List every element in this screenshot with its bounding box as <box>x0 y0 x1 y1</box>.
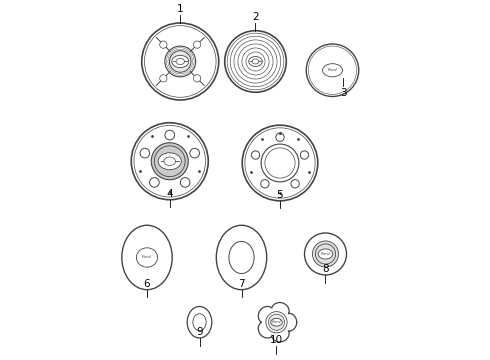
Ellipse shape <box>160 75 167 82</box>
Ellipse shape <box>242 48 269 75</box>
Text: 2: 2 <box>252 12 259 22</box>
Text: 7: 7 <box>238 279 245 289</box>
Ellipse shape <box>252 59 259 64</box>
Ellipse shape <box>131 123 208 200</box>
Ellipse shape <box>136 248 158 267</box>
Text: Ford: Ford <box>142 256 152 260</box>
Text: 3: 3 <box>340 88 346 98</box>
Ellipse shape <box>270 318 282 326</box>
Ellipse shape <box>193 314 206 331</box>
Ellipse shape <box>318 249 333 259</box>
Text: 8: 8 <box>322 264 329 274</box>
Ellipse shape <box>194 41 201 48</box>
Ellipse shape <box>229 241 254 274</box>
Ellipse shape <box>165 46 196 77</box>
Ellipse shape <box>249 57 262 66</box>
Ellipse shape <box>168 49 193 74</box>
Text: 10: 10 <box>270 335 283 345</box>
Text: Ford: Ford <box>271 320 281 324</box>
Ellipse shape <box>194 75 201 82</box>
Ellipse shape <box>304 233 346 275</box>
Ellipse shape <box>149 177 159 187</box>
Ellipse shape <box>246 52 265 71</box>
Ellipse shape <box>140 148 149 158</box>
Text: 4: 4 <box>167 189 173 199</box>
Ellipse shape <box>216 225 267 290</box>
Text: 9: 9 <box>196 327 203 337</box>
Text: Ford: Ford <box>328 68 337 72</box>
Ellipse shape <box>145 26 216 97</box>
Ellipse shape <box>170 51 191 72</box>
Ellipse shape <box>158 153 181 170</box>
Ellipse shape <box>172 55 189 68</box>
Ellipse shape <box>266 312 287 333</box>
Ellipse shape <box>230 36 281 87</box>
Ellipse shape <box>308 46 357 94</box>
Ellipse shape <box>227 33 284 90</box>
Ellipse shape <box>265 148 295 178</box>
Ellipse shape <box>238 44 273 79</box>
Ellipse shape <box>176 58 185 64</box>
Ellipse shape <box>269 314 285 330</box>
Text: 1: 1 <box>177 4 184 14</box>
Ellipse shape <box>180 177 190 187</box>
Ellipse shape <box>291 180 299 188</box>
Ellipse shape <box>234 40 277 83</box>
Ellipse shape <box>190 148 199 158</box>
Ellipse shape <box>261 144 299 182</box>
Ellipse shape <box>164 157 175 166</box>
Text: Ford: Ford <box>320 252 330 256</box>
Ellipse shape <box>134 125 206 197</box>
Ellipse shape <box>225 31 286 92</box>
Ellipse shape <box>151 143 188 180</box>
Text: 6: 6 <box>144 279 150 289</box>
Ellipse shape <box>313 241 339 267</box>
Text: 5: 5 <box>277 190 283 200</box>
Ellipse shape <box>122 225 172 290</box>
Ellipse shape <box>242 125 318 201</box>
Ellipse shape <box>154 146 185 177</box>
Ellipse shape <box>316 244 336 264</box>
Ellipse shape <box>251 151 260 159</box>
Ellipse shape <box>276 133 284 141</box>
Ellipse shape <box>261 180 269 188</box>
Ellipse shape <box>187 306 212 338</box>
Ellipse shape <box>142 23 219 100</box>
Ellipse shape <box>167 48 194 75</box>
Ellipse shape <box>165 130 174 140</box>
Ellipse shape <box>306 44 359 96</box>
Ellipse shape <box>245 128 315 198</box>
Ellipse shape <box>322 64 343 77</box>
Ellipse shape <box>160 41 167 48</box>
Ellipse shape <box>300 151 309 159</box>
